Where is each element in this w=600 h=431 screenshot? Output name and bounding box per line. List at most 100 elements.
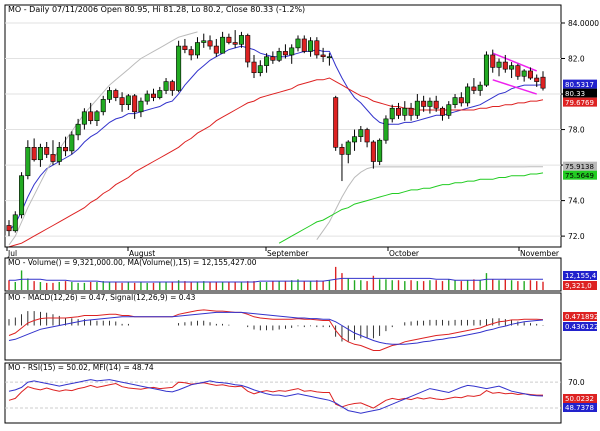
candle-body [31, 147, 37, 161]
rsi-value-box [563, 394, 597, 403]
macd-value-label: 0.436122 [565, 323, 598, 331]
candle [496, 58, 502, 77]
candle-body [251, 61, 257, 74]
candle [439, 106, 445, 121]
candle-body [339, 147, 345, 155]
price-gridlines [5, 22, 561, 237]
candle-body [132, 95, 138, 113]
x-axis: Jul August September October November [5, 246, 561, 258]
candle [345, 140, 351, 164]
candle [176, 40, 182, 93]
candle-body [201, 40, 207, 43]
candle-body [257, 65, 263, 74]
candle-body [6, 225, 12, 232]
candle [213, 38, 219, 57]
candle-body [238, 35, 244, 45]
candle [226, 33, 232, 45]
price-moving-averages [8, 31, 544, 248]
candle-body [308, 40, 314, 52]
candle-body [213, 45, 219, 54]
candle-body [414, 100, 420, 116]
candle-body [458, 97, 464, 104]
candle [421, 95, 427, 112]
price-trendlines [492, 52, 537, 95]
candle [119, 92, 125, 112]
price-title: MO - Daily 07/11/2006 Open 80.95, Hi 81.… [8, 5, 305, 14]
candle [56, 141, 62, 166]
candle-body [226, 36, 232, 43]
candle [194, 37, 200, 59]
candle [132, 94, 138, 119]
candle [471, 78, 477, 95]
candle [320, 47, 326, 63]
candle [326, 53, 332, 66]
candle [370, 140, 376, 169]
candle-body [25, 147, 31, 177]
price-panel-frame [4, 4, 562, 248]
candle [25, 140, 31, 180]
candle [69, 131, 75, 155]
candle [63, 136, 69, 157]
candle [364, 127, 370, 148]
candle [125, 94, 131, 111]
candle-body [345, 141, 351, 155]
candle-body [245, 35, 251, 63]
rsi-panel: MO - RSI(15) = 50.02, MFI(14) = 48.74 70… [4, 362, 597, 424]
price-value-box [563, 97, 597, 107]
candle-body [176, 45, 182, 91]
candle-body [389, 107, 395, 120]
macd-value-box [563, 322, 597, 331]
x-tick-september: September [267, 249, 309, 258]
candle [446, 101, 452, 119]
candle-body [502, 61, 508, 70]
moving-average-line-3 [278, 172, 544, 244]
candle [540, 71, 546, 91]
candle [490, 49, 496, 73]
price-value-box [563, 88, 597, 98]
candle-body [358, 129, 364, 137]
candle-body [125, 95, 131, 105]
price-panel: MO - Daily 07/11/2006 Open 80.95, Hi 81.… [4, 4, 599, 248]
trendline-1 [492, 79, 537, 95]
candle [169, 79, 175, 96]
candle [264, 53, 270, 73]
candle [502, 54, 508, 73]
candle [50, 140, 56, 166]
candle-body [207, 40, 213, 47]
candle [527, 67, 533, 80]
candle-body [483, 54, 489, 86]
candle [182, 38, 188, 54]
candle [138, 97, 144, 118]
candle-body [100, 99, 106, 113]
candle [19, 172, 25, 219]
candle [333, 95, 339, 151]
candle-body [465, 86, 471, 104]
candle-body [37, 147, 43, 161]
candle-body [119, 97, 125, 105]
rsi-series-line-1 [8, 379, 544, 414]
price-value-label: 75.9138 [565, 163, 594, 171]
volume-value-label: 12,155,4 [565, 272, 597, 280]
candle-body [289, 47, 295, 56]
candle-body [527, 70, 533, 79]
volume-value-label: 9,321,0 [565, 282, 592, 290]
candle [163, 78, 169, 95]
candle [465, 83, 471, 107]
candle-body [163, 81, 169, 91]
candle-body [81, 111, 87, 125]
candle-body [496, 61, 502, 68]
candle-body [107, 90, 113, 100]
candle-body [50, 154, 56, 162]
volume-value-box [563, 281, 597, 290]
candle-body [408, 107, 414, 116]
candle-body [276, 51, 282, 61]
price-value-label: 80.33 [565, 90, 585, 98]
candle [144, 90, 150, 105]
moving-average-line-0 [8, 45, 544, 232]
candle [251, 54, 257, 79]
candle-body [326, 56, 332, 59]
candle [339, 143, 345, 182]
volume-title: MO - Volume() = 9,321,000.00, MA(Volume(… [8, 258, 257, 267]
candle [389, 104, 395, 123]
